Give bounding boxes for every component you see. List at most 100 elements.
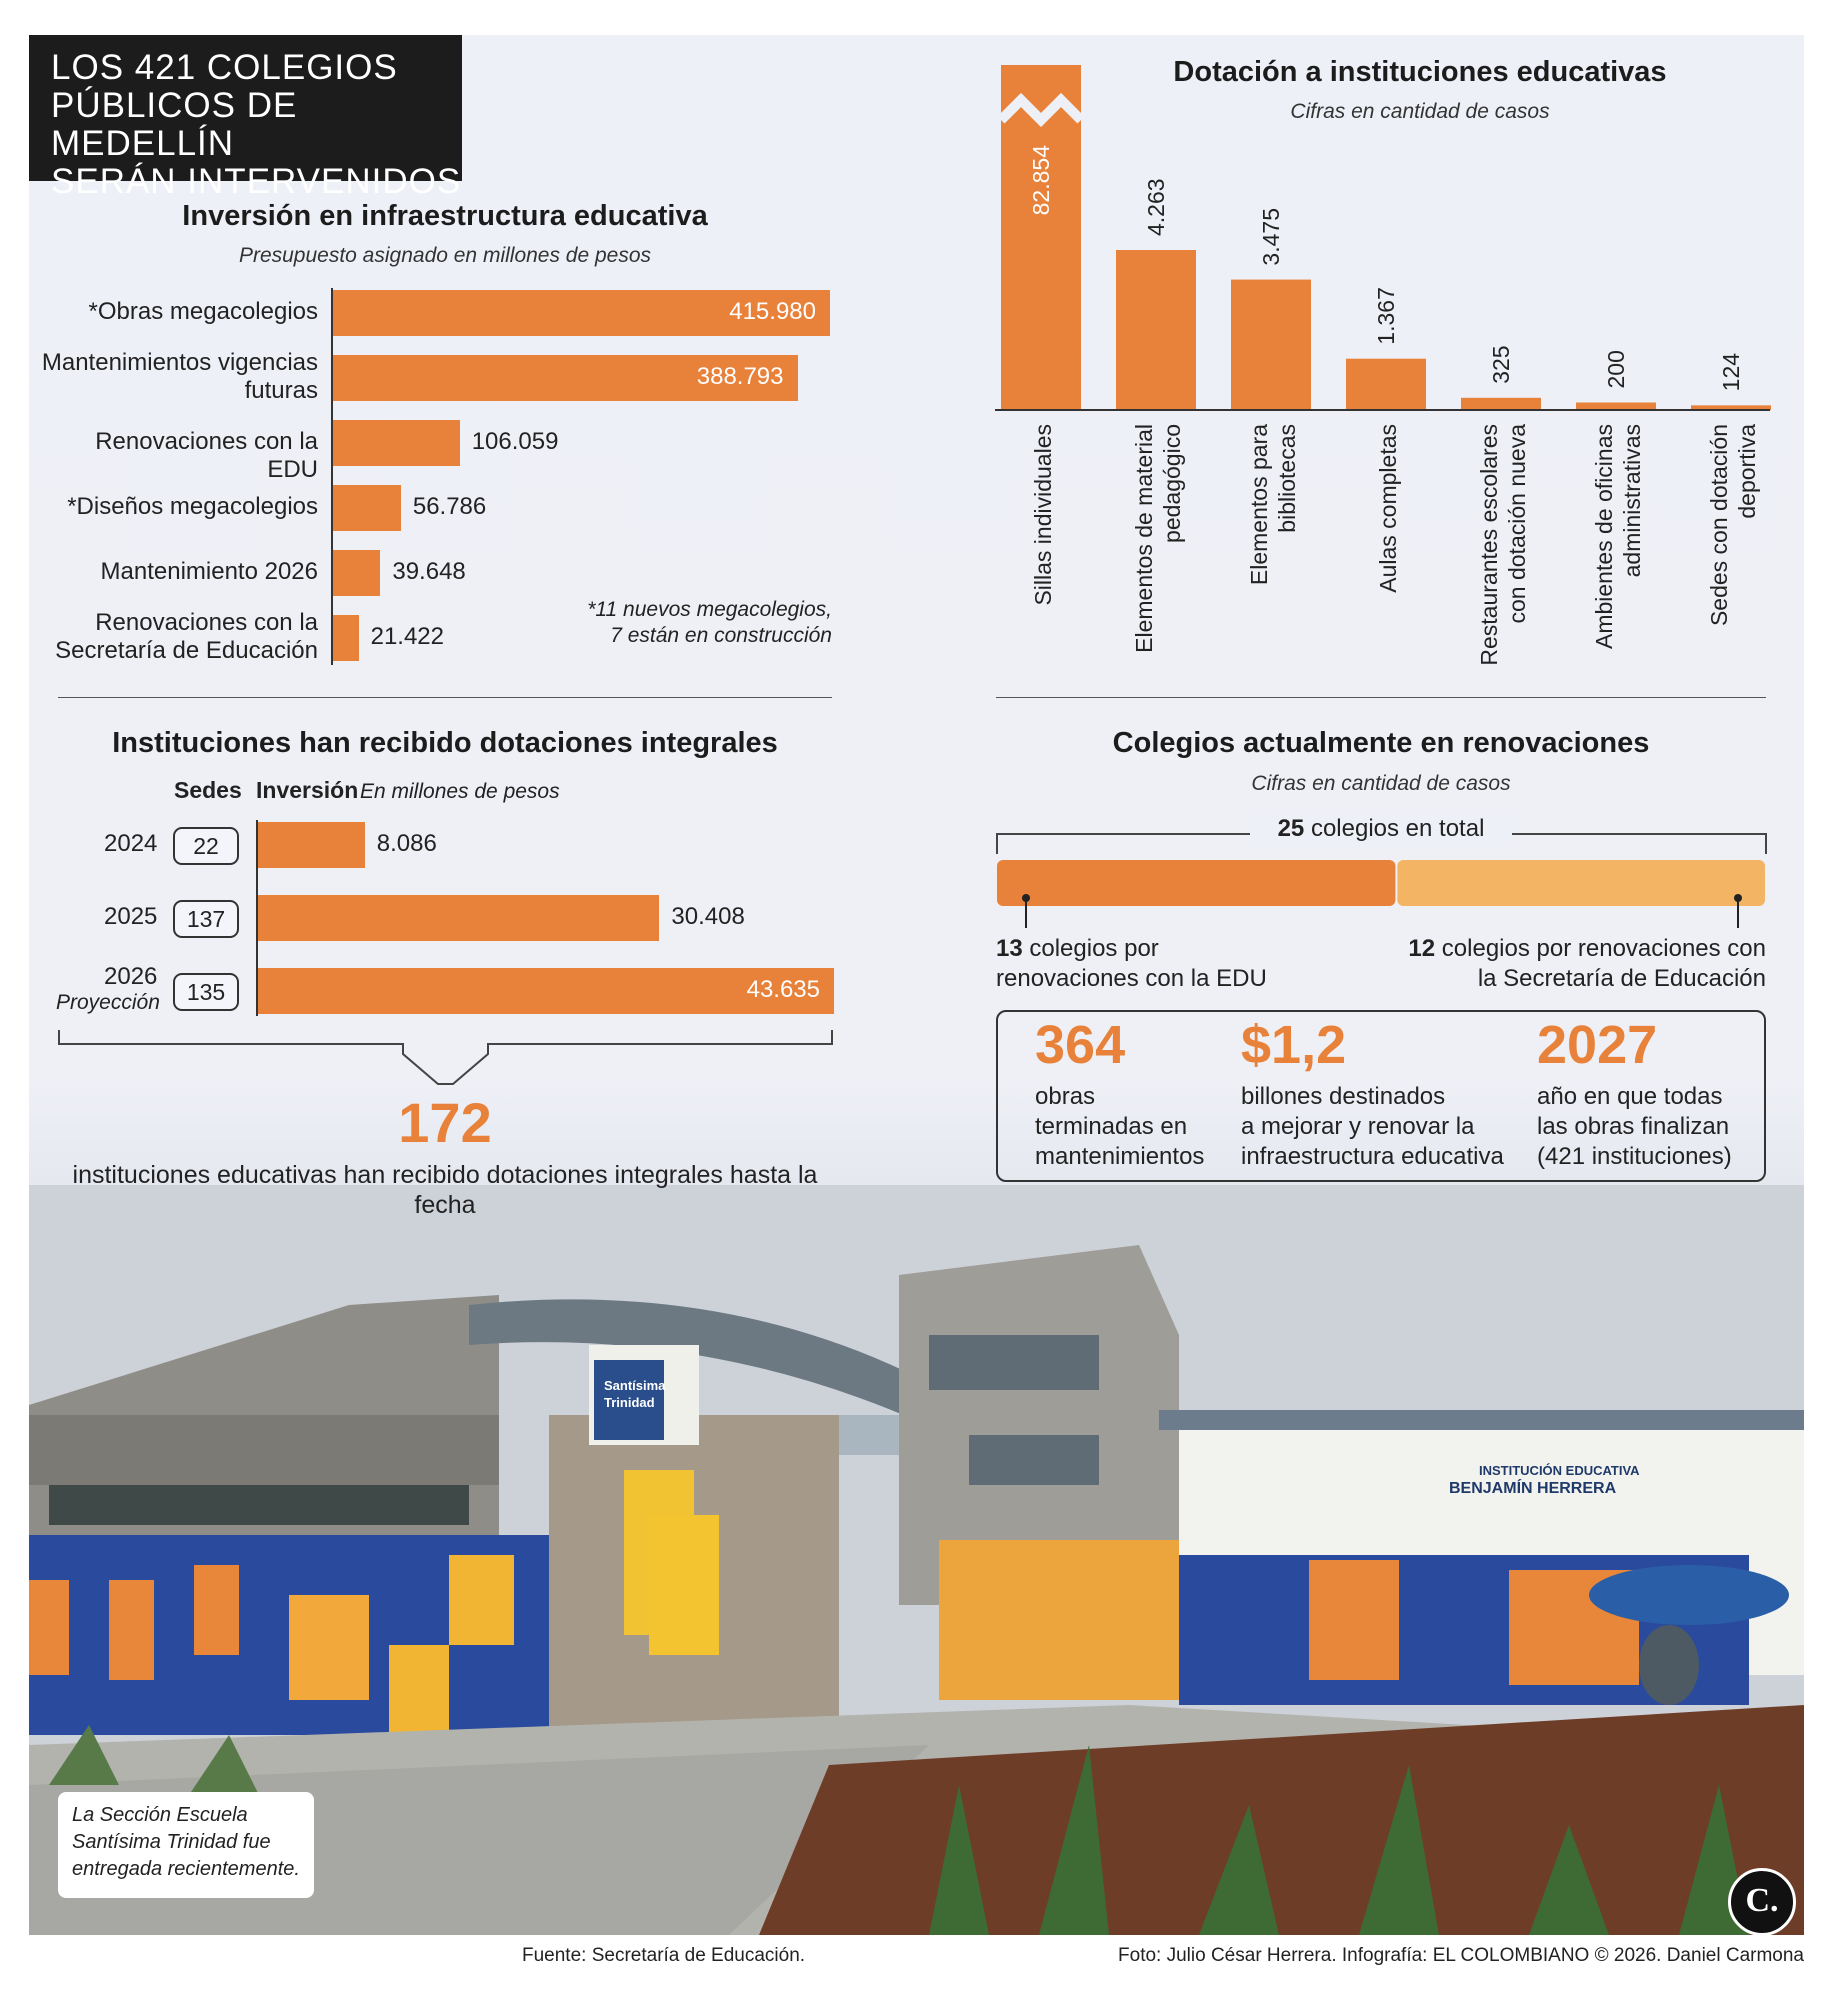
chart3-bar	[258, 822, 365, 868]
stat-text-line: (421 instituciones)	[1537, 1143, 1732, 1170]
chart2-value-label: 325	[1488, 345, 1514, 383]
stats-box	[996, 1010, 1766, 1182]
chart2-bar	[1461, 397, 1541, 410]
chart2-bar	[1231, 279, 1311, 410]
chart1-bar	[333, 290, 830, 336]
footer-source: Fuente: Secretaría de Educación.	[522, 1945, 806, 1966]
chart1-axis	[331, 288, 333, 665]
brace-bottom	[58, 1030, 833, 1085]
infographic-panel: Santísima Trinidad INSTITUCIÓN EDUCATIVA…	[29, 35, 1804, 1935]
main-title: LOS 421 COLEGIOS PÚBLICOS DE MEDELLÍN SE…	[29, 35, 462, 201]
sign-text-1: Santísima	[604, 1378, 666, 1393]
chart3-year-label: 2024	[104, 830, 158, 857]
chart2-category-label: Sedes con dotación	[1706, 424, 1732, 626]
photo-caption: La Sección Escuela Santísima Trinidad fu…	[58, 1792, 314, 1898]
col-inversion-header: Inversión	[256, 777, 359, 803]
chart3-year-note: Proyección	[56, 991, 160, 1014]
chart2-bar	[1346, 358, 1426, 410]
chart3-year-label: 2026	[104, 963, 158, 990]
stacked-segment-edu	[997, 860, 1396, 906]
chart3-sedes-pill: 135	[173, 973, 239, 1011]
chart1-category-label: Mantenimientos vigencias futuras	[41, 349, 318, 404]
chart1-subtitle: Presupuesto asignado en millones de peso…	[238, 244, 652, 267]
chart1-note-line-1: *11 nuevos megacolegios,	[587, 598, 832, 621]
chart3-bar	[258, 895, 660, 941]
chart1-title: Inversión en infraestructura educativa	[182, 200, 708, 232]
chart2-category-label: Aulas completas	[1375, 424, 1401, 593]
chart2-value-label: 124	[1718, 353, 1744, 392]
chart1-category-label: *Diseños megacolegios	[67, 493, 318, 520]
chart2-category-label: Elementos de material	[1131, 424, 1157, 653]
chart2-svg: 82.854 Sillas individuales 4.263 Elementos …	[995, 65, 1771, 666]
edu-text-2: renovaciones con la EDU	[996, 965, 1267, 992]
main-title-line-1: LOS 421 COLEGIOS	[51, 48, 398, 87]
main-title-line-2: PÚBLICOS DE MEDELLÍN	[51, 86, 298, 163]
chart1-bar	[333, 615, 359, 661]
chart1-value-label: 106.059	[471, 428, 559, 455]
sec-label: 12 colegios por renovaciones con la Secr…	[1366, 934, 1766, 994]
chart3-value-label: 30.408	[671, 903, 745, 930]
chart3-bar	[258, 968, 834, 1014]
chart2-category-label: Restaurantes escolares	[1476, 424, 1502, 666]
chart3-title: Instituciones han recibido dotaciones in…	[112, 727, 778, 759]
chart2-value-label: 4.263	[1143, 178, 1169, 236]
stat-text-line: año en que todas	[1537, 1083, 1723, 1110]
chart1-category-label: Renovaciones con la Secretaría de Educac…	[55, 609, 318, 664]
chart3-axis	[256, 820, 258, 1016]
chart2-category-label: Ambientes de oficinas	[1591, 424, 1617, 649]
logo: C.	[1728, 1868, 1796, 1936]
stat-number: 2027	[1537, 1015, 1658, 1075]
stat-text-line: billones destinados	[1241, 1083, 1446, 1110]
total-colegios-text: colegios en total	[1310, 815, 1485, 842]
divider-right	[996, 697, 1766, 698]
chart1-value-label: 21.422	[370, 623, 444, 650]
chart4-title: Colegios actualmente en renovaciones	[1112, 727, 1650, 759]
caption-line-1: La Sección Escuela	[72, 1804, 248, 1826]
chart1-bar	[333, 420, 460, 466]
chart1-value-label: 56.786	[412, 493, 487, 520]
col-sedes-header: Sedes	[174, 777, 242, 803]
chart3-value-label: 43.635	[746, 976, 820, 1003]
chart3-sedes-pill: 22	[173, 827, 239, 865]
chart1-bar	[333, 550, 381, 596]
chart3-year-label: 2025	[104, 903, 158, 930]
stat-text-line: las obras finalizan	[1537, 1113, 1730, 1140]
chart2-bar	[1576, 402, 1656, 410]
col-inversion-unit: En millones de pesos	[360, 780, 560, 803]
stat-number: $1,2	[1241, 1015, 1347, 1075]
stat-text-line: mantenimientos	[1035, 1143, 1205, 1170]
chart1-value-label: 39.648	[392, 558, 466, 585]
main-title-line-3: SERÁN INTERVENIDOS	[51, 162, 462, 201]
chart2-value-label: 3.475	[1258, 208, 1284, 266]
chart2-category-label: deportiva	[1734, 424, 1760, 519]
chart1-note-line-2: 7 están en construcción	[610, 624, 832, 647]
sec-text-1: colegios por renovaciones con	[1441, 935, 1766, 962]
chart2-title: Dotación a instituciones educativas	[1173, 56, 1667, 88]
divider-left	[58, 697, 832, 698]
total-dotaciones-text: instituciones educativas han recibido do…	[72, 1161, 818, 1219]
chart2-category-label: administrativas	[1619, 424, 1645, 577]
chart1-category-label: Mantenimiento 2026	[100, 558, 318, 585]
sign-text-4: BENJAMÍN HERRERA	[1449, 1478, 1617, 1497]
chart2-value-label: 82.854	[1028, 145, 1054, 216]
chart1-value-label: 388.793	[696, 363, 784, 390]
caption-line-3: entregada recientemente.	[72, 1858, 300, 1880]
sec-count: 12	[1408, 935, 1436, 962]
chart4-svg	[997, 860, 1765, 928]
chart3-value-label: 8.086	[376, 830, 437, 857]
stat-text-line: infraestructura educativa	[1241, 1143, 1504, 1170]
chart1-category-label: Renovaciones con la EDU	[95, 428, 318, 483]
chart1-value-label: 415.980	[729, 298, 816, 325]
chart1-category-label: *Obras megacolegios	[88, 298, 318, 325]
stat-text-line: a mejorar y renovar la	[1241, 1113, 1475, 1140]
total-dotaciones-number: 172	[398, 1091, 492, 1154]
chart2-category-label: Sillas individuales	[1030, 424, 1056, 606]
stacked-segment-secretaria	[1397, 860, 1765, 906]
chart2-category-label: pedagógico	[1159, 424, 1185, 543]
stat-number: 364	[1035, 1015, 1126, 1075]
chart2-value-label: 200	[1603, 350, 1629, 388]
total-colegios-label: 25 colegios en total	[1250, 815, 1512, 843]
chart2-value-label: 1.367	[1373, 287, 1399, 345]
edu-count: 13	[996, 935, 1023, 962]
chart1-bar	[333, 355, 798, 401]
